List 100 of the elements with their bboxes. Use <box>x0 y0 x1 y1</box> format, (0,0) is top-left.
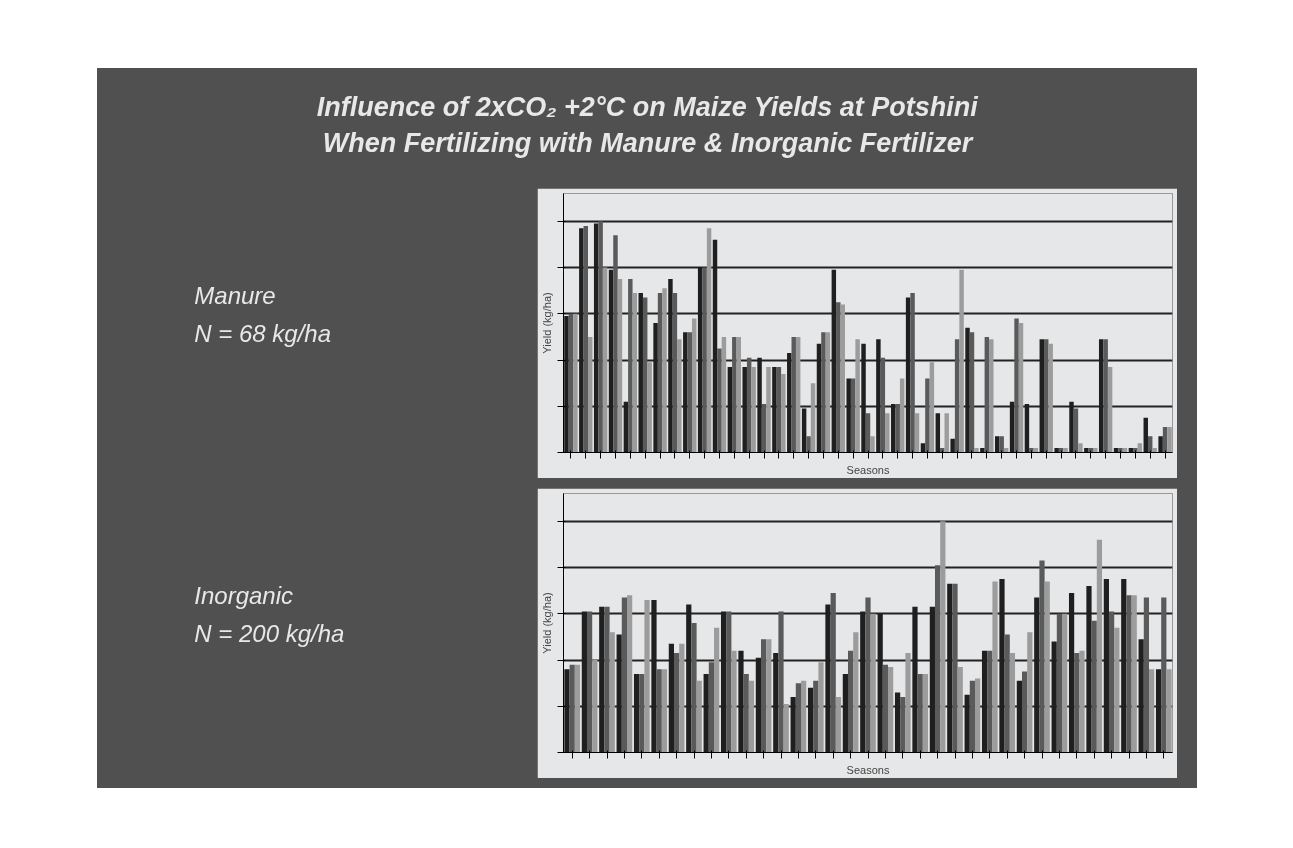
bar <box>1084 447 1089 453</box>
bar <box>950 438 955 453</box>
bar <box>806 436 811 453</box>
bar <box>1114 627 1120 753</box>
bar <box>1056 613 1063 753</box>
text: Manure <box>194 282 276 310</box>
bar <box>922 673 929 753</box>
bar <box>573 313 578 453</box>
bar <box>865 597 871 753</box>
bar <box>1039 560 1045 753</box>
bar <box>1027 632 1033 753</box>
bar <box>748 680 755 753</box>
bar <box>639 673 645 753</box>
bar <box>1152 447 1157 453</box>
bar <box>952 583 958 753</box>
bar <box>702 267 707 453</box>
bar <box>628 279 633 453</box>
bar <box>778 611 784 753</box>
text: N = 200 kg/ha <box>194 619 345 647</box>
bar <box>795 683 802 753</box>
bar <box>929 362 935 453</box>
bar <box>987 650 993 753</box>
bar <box>708 662 715 753</box>
bar <box>910 292 915 453</box>
bar <box>895 403 900 453</box>
bar <box>661 669 668 753</box>
bar <box>830 592 836 753</box>
bar <box>999 436 1004 453</box>
bar <box>1126 595 1132 753</box>
text: N = 68 kg/ha <box>194 319 332 347</box>
bar <box>969 680 976 753</box>
bar <box>644 599 650 753</box>
bar <box>766 366 771 453</box>
bar <box>732 336 737 453</box>
bar <box>825 332 831 453</box>
bar <box>656 669 662 753</box>
bar <box>781 373 786 453</box>
bar <box>980 447 985 453</box>
x-axis-title: Seasons <box>846 763 890 776</box>
bar <box>917 673 923 753</box>
bar <box>959 269 964 453</box>
bar <box>1029 447 1034 453</box>
bar <box>882 664 889 753</box>
bar <box>1054 447 1059 453</box>
bar <box>885 413 890 453</box>
y-axis-title: Yield (kg/ha) <box>540 592 553 654</box>
bar <box>696 680 702 753</box>
bar <box>974 447 979 453</box>
bar <box>821 332 826 453</box>
bar <box>1078 443 1083 453</box>
bar <box>679 643 685 753</box>
bar <box>627 595 633 753</box>
bar <box>731 650 737 753</box>
bar <box>934 565 941 753</box>
bar <box>900 697 906 753</box>
bar <box>1131 595 1137 753</box>
bar <box>564 669 570 753</box>
chart-title: Influence of 2xCO₂ +2°C on Maize Yields at Potshini When Fertilizing with Manure & Inorganic Fertilizer <box>316 91 979 158</box>
bar <box>801 680 807 753</box>
bar <box>818 662 824 753</box>
bar <box>870 436 875 453</box>
bar <box>813 680 819 753</box>
bar <box>783 703 789 753</box>
bar <box>940 521 946 753</box>
bar <box>569 664 575 753</box>
bar <box>598 221 603 453</box>
bar <box>1108 611 1115 753</box>
bar <box>691 318 697 453</box>
bar <box>1021 671 1028 753</box>
bar <box>604 606 610 753</box>
bar <box>1004 634 1010 753</box>
bar <box>992 581 998 753</box>
bar <box>743 673 749 753</box>
bar <box>957 666 963 753</box>
bar <box>888 666 894 753</box>
bar <box>989 339 994 453</box>
bar <box>853 632 859 753</box>
bar <box>847 650 854 753</box>
bar <box>1161 597 1167 753</box>
bar <box>677 339 682 453</box>
bar <box>726 611 732 753</box>
bar <box>592 660 598 753</box>
bar <box>1091 620 1097 753</box>
bar <box>975 678 981 753</box>
x-axis-title: Seasons <box>846 463 890 476</box>
bar <box>751 366 756 453</box>
bar <box>766 639 772 753</box>
bar <box>1158 436 1163 453</box>
bar <box>1103 339 1108 453</box>
bar <box>691 623 697 753</box>
bar <box>1063 447 1068 453</box>
bar <box>1096 539 1103 753</box>
bar <box>1074 653 1080 753</box>
bar <box>1079 650 1085 753</box>
bar <box>662 288 667 453</box>
bar <box>1009 653 1016 753</box>
bar <box>717 348 722 453</box>
bar <box>925 378 930 453</box>
bar <box>706 228 712 453</box>
bar <box>1118 447 1123 453</box>
